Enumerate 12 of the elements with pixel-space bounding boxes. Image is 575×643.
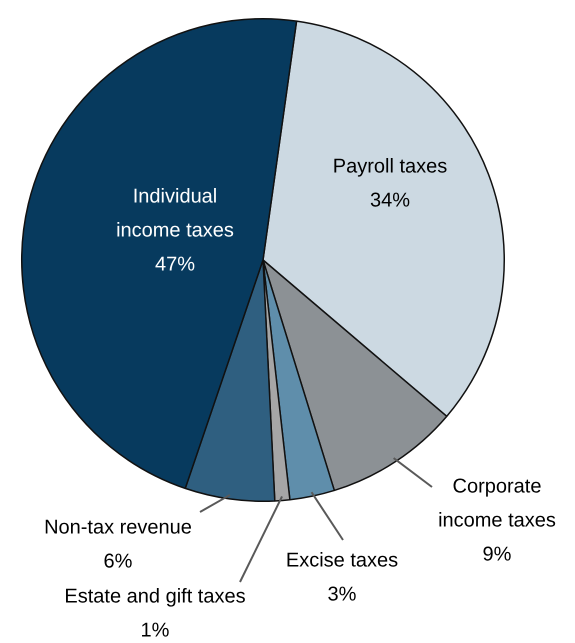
- data-label: 3%: [328, 584, 357, 606]
- slice-label: Non-tax revenue: [44, 516, 192, 539]
- data-label: 6%: [104, 550, 133, 573]
- slice-label: Estate and gift taxes: [64, 586, 246, 608]
- data-label: 34%: [370, 190, 410, 212]
- data-label: 47%: [154, 254, 196, 276]
- slice-label: Excise taxes: [286, 550, 398, 572]
- data-label: 9%: [482, 544, 512, 566]
- slice-label: Corporate income taxes: [438, 476, 556, 532]
- data-label: 1%: [140, 620, 170, 642]
- slice-label: Payroll taxes: [332, 156, 448, 178]
- slice-label: Individual income taxes: [116, 186, 234, 242]
